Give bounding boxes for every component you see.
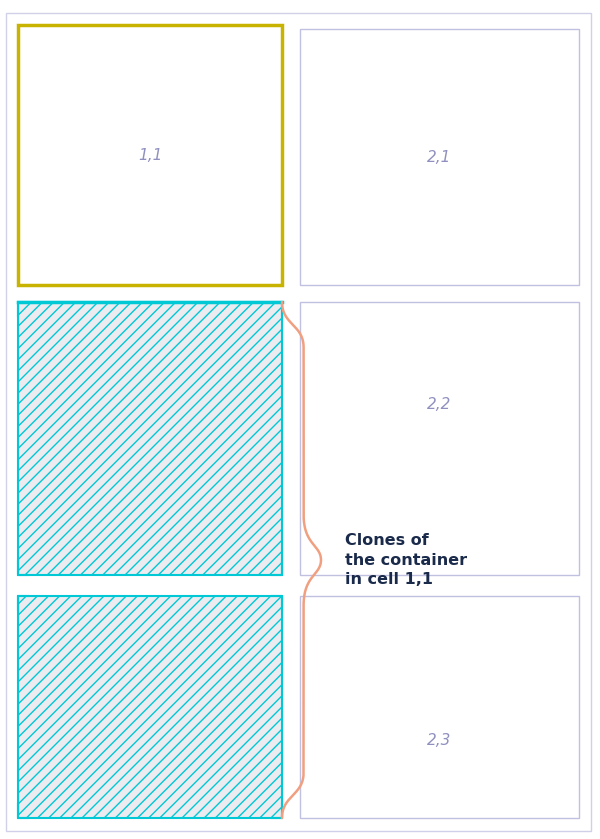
Text: 2,3: 2,3: [427, 733, 452, 748]
Text: Clones of
the container
in cell 1,1: Clones of the container in cell 1,1: [345, 533, 467, 587]
Bar: [300, 596, 579, 818]
Bar: [300, 29, 579, 285]
Bar: [18, 25, 282, 285]
Bar: [300, 302, 579, 575]
Text: 2,2: 2,2: [427, 398, 452, 412]
Text: 2,1: 2,1: [427, 150, 452, 164]
Bar: [18, 596, 282, 818]
Text: 1,1: 1,1: [138, 148, 162, 163]
Bar: [18, 302, 282, 575]
